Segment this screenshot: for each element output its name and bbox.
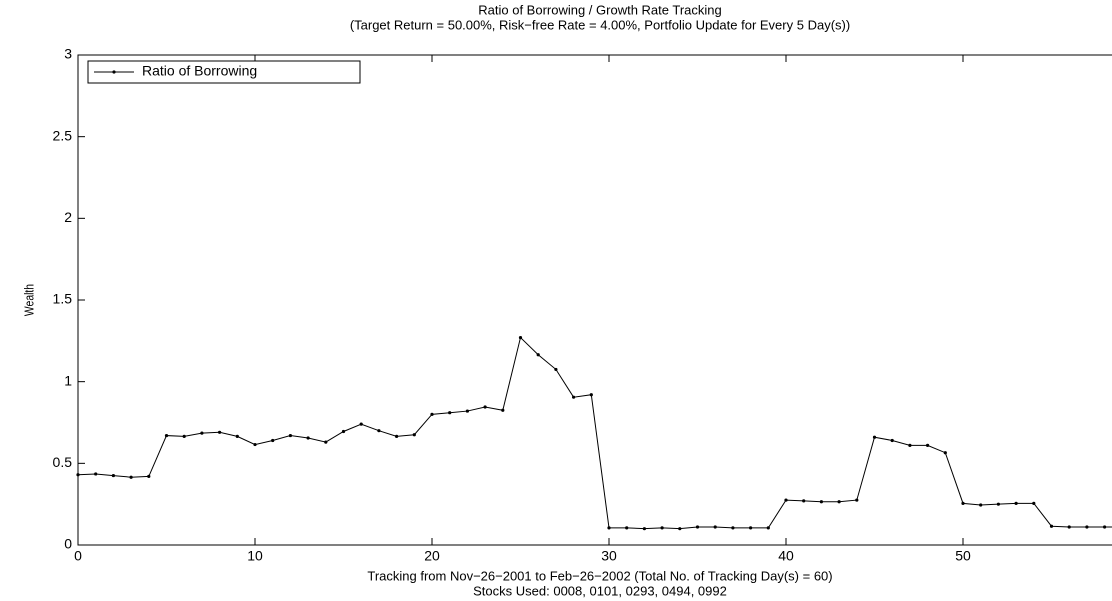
y-tick-label: 0.5	[53, 454, 73, 470]
y-tick-label: 0	[64, 536, 72, 552]
data-point	[1049, 524, 1054, 528]
data-point	[802, 499, 806, 503]
x-axis-label: Tracking from Nov−26−2001 to Feb−26−2002…	[367, 568, 832, 583]
data-point	[288, 433, 292, 438]
legend-label: Ratio of Borrowing	[142, 63, 257, 79]
data-point	[1085, 525, 1089, 529]
data-point	[377, 429, 381, 433]
data-point	[483, 405, 487, 409]
x-tick-label: 20	[424, 548, 440, 564]
data-point	[182, 434, 186, 438]
data-point	[1103, 525, 1107, 529]
data-point	[642, 527, 647, 531]
data-point	[1032, 501, 1036, 505]
data-point	[625, 526, 629, 530]
data-point	[465, 409, 469, 413]
data-point	[554, 367, 558, 372]
data-point	[94, 472, 98, 476]
data-point	[713, 525, 717, 529]
data-point	[200, 431, 204, 435]
chart-title: Ratio of Borrowing / Growth Rate Trackin…	[478, 2, 722, 17]
x-tick-label: 50	[955, 548, 971, 564]
data-point	[926, 443, 930, 447]
x-axis-label: Stocks Used: 0008, 0101, 0293, 0494, 099…	[473, 583, 727, 598]
data-point	[218, 430, 222, 434]
data-point	[855, 498, 859, 502]
data-line	[77, 336, 1112, 530]
data-point	[908, 443, 912, 447]
x-tick-label: 10	[247, 548, 263, 564]
data-point	[872, 435, 877, 439]
data-point	[784, 498, 788, 502]
plot-area	[77, 54, 1112, 546]
data-point	[961, 501, 965, 505]
data-point	[837, 500, 841, 504]
data-point	[111, 473, 115, 478]
x-tick-label: 0	[74, 548, 82, 564]
data-point	[678, 527, 682, 531]
data-point	[749, 526, 753, 530]
data-point	[518, 335, 523, 340]
y-tick-label: 1	[64, 372, 72, 388]
data-point	[147, 474, 151, 478]
y-tick-label: 2	[64, 209, 72, 225]
legend-box	[87, 60, 361, 84]
x-tick-label: 30	[601, 548, 617, 564]
y-tick-label: 3	[64, 46, 72, 62]
data-point	[695, 525, 700, 529]
chart-subtitle: (Target Return = 50.00%, Risk−free Rate …	[350, 17, 850, 32]
data-point	[890, 438, 894, 443]
data-point	[731, 526, 735, 530]
data-point	[589, 393, 593, 397]
data-point	[536, 353, 540, 357]
y-axis-label: Wealth	[22, 284, 36, 316]
data-point	[819, 500, 824, 504]
data-point	[572, 395, 576, 399]
data-point	[607, 526, 611, 530]
data-point	[996, 502, 1001, 506]
data-point	[1014, 501, 1018, 505]
data-point	[412, 433, 416, 437]
data-point	[253, 442, 257, 447]
data-point	[448, 411, 452, 415]
data-point	[395, 434, 399, 438]
data-point	[943, 451, 947, 455]
data-point	[979, 503, 983, 507]
data-point	[660, 526, 664, 530]
data-point	[235, 434, 239, 438]
data-point	[341, 429, 346, 434]
data-point	[306, 436, 310, 440]
data-point	[430, 412, 434, 416]
data-point	[129, 475, 133, 479]
legend-marker	[112, 70, 116, 74]
data-point	[271, 438, 275, 443]
data-point	[359, 422, 363, 426]
data-point	[164, 433, 169, 438]
data-point	[324, 440, 328, 444]
data-point	[76, 473, 80, 477]
y-tick-label: 2.5	[53, 127, 73, 143]
x-tick-label: 40	[778, 548, 794, 564]
data-point	[501, 408, 505, 412]
data-point	[1067, 525, 1071, 529]
data-point	[766, 526, 770, 530]
y-tick-label: 1.5	[53, 291, 73, 307]
